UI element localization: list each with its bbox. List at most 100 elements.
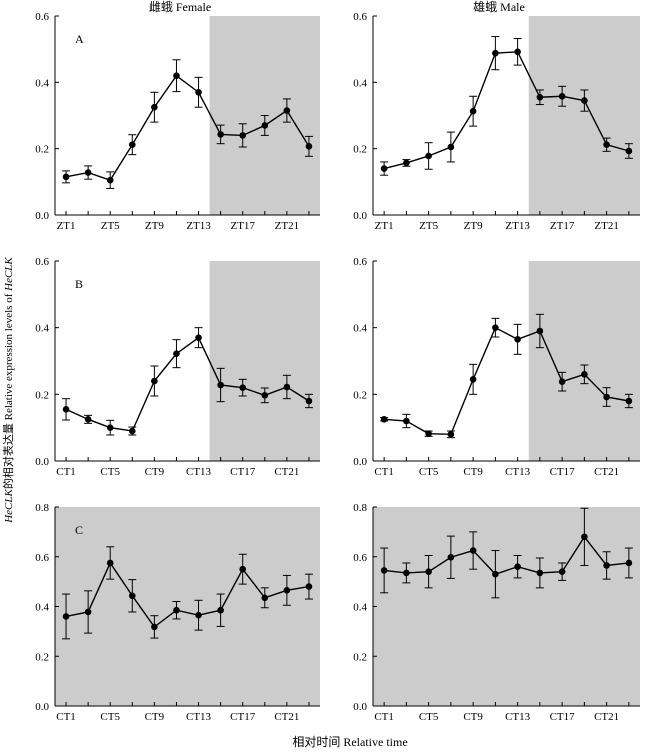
- y-tick-label: 0.8: [35, 502, 49, 514]
- x-tick-label: ZT13: [186, 220, 211, 232]
- y-tick-label: 0.2: [35, 144, 49, 156]
- data-point: [469, 547, 477, 554]
- y-tick-label: 0.2: [353, 651, 367, 663]
- data-point: [581, 533, 588, 541]
- y-tick-label: 0.4: [353, 77, 367, 89]
- data-point: [128, 427, 136, 435]
- data-point: [603, 141, 610, 148]
- chart-panel: 0.0 0.2 0.4 0.6 ZT1 ZT5 ZT9 ZT13 ZT17 ZT21: [353, 11, 640, 232]
- data-point: [425, 430, 432, 437]
- y-tick-label: 0.6: [353, 11, 367, 23]
- y-tick-label: 0.2: [353, 144, 367, 156]
- data-point: [62, 613, 70, 620]
- data-point: [558, 92, 566, 100]
- data-point: [469, 376, 477, 383]
- x-tick-label: CT13: [505, 711, 531, 723]
- data-point: [305, 143, 313, 150]
- data-point: [403, 159, 410, 167]
- data-point: [261, 392, 269, 399]
- data-point: [380, 165, 388, 172]
- data-point: [217, 381, 224, 389]
- y-tick-label: 0.4: [35, 77, 49, 89]
- y-axis-label: HeCLK的相对表达量 Relative expression levels o…: [1, 257, 15, 524]
- y-tick-label: 0.6: [35, 552, 49, 564]
- y-tick-label: 0.2: [35, 389, 49, 401]
- x-tick-label: CT21: [274, 711, 299, 723]
- x-tick-label: ZT1: [375, 220, 394, 232]
- data-point: [62, 406, 70, 413]
- chart-panel: 0.0 0.2 0.4 0.6 0.8 CT1 CT5 CT9 CT13 CT17 CT21 C: [35, 502, 320, 723]
- panels: 0.0 0.2 0.4 0.6 ZT1 ZT5 ZT9 ZT13 ZT17 ZT21 A 0.0 0.2…: [35, 11, 640, 723]
- data-point: [84, 416, 92, 423]
- x-tick-label: CT5: [100, 711, 120, 723]
- chart-panel: 0.0 0.2 0.4 0.6 CT1 CT5 CT9 CT13 CT17 CT21 B: [35, 256, 320, 478]
- x-tick-label: CT9: [145, 466, 165, 478]
- series-line: [384, 535, 629, 575]
- x-tick-label: CT17: [550, 466, 576, 478]
- y-tick-label: 0.0: [35, 210, 49, 222]
- data-point: [447, 553, 455, 561]
- data-point: [128, 592, 136, 600]
- data-point: [106, 424, 114, 431]
- data-point: [217, 606, 224, 614]
- data-point: [283, 107, 291, 114]
- data-point: [514, 48, 521, 56]
- series-line: [65, 336, 310, 432]
- data-point: [239, 132, 247, 139]
- data-point: [536, 569, 544, 577]
- data-point: [283, 383, 291, 391]
- data-point: [84, 608, 92, 616]
- data-point: [173, 350, 180, 357]
- y-tick-label: 0.4: [353, 602, 367, 614]
- y-tick-label: 0.4: [35, 323, 49, 335]
- data-point: [128, 141, 136, 148]
- x-tick-label: CT21: [594, 466, 619, 478]
- x-tick-label: CT13: [186, 466, 212, 478]
- y-axis-label-gene: HeCLK: [3, 488, 15, 523]
- panel-label: A: [75, 32, 84, 46]
- x-tick-label: CT13: [505, 466, 531, 478]
- data-point: [447, 143, 455, 151]
- x-tick-label: CT9: [463, 711, 483, 723]
- y-tick-label: 0.6: [353, 552, 367, 564]
- data-point: [305, 397, 313, 405]
- data-point: [603, 393, 610, 401]
- data-point: [403, 417, 410, 425]
- data-point: [380, 567, 388, 574]
- data-point: [380, 416, 388, 423]
- x-tick-label: CT17: [550, 711, 576, 723]
- x-tick-label: ZT17: [230, 220, 255, 232]
- data-point: [151, 377, 158, 385]
- dark-phase-shading: [373, 507, 640, 706]
- data-point: [173, 606, 180, 614]
- x-tick-label: CT21: [274, 466, 299, 478]
- data-point: [106, 176, 114, 184]
- data-point: [239, 565, 247, 573]
- x-tick-label: ZT21: [275, 220, 299, 232]
- data-point: [514, 336, 521, 343]
- data-point: [603, 562, 610, 569]
- y-tick-label: 0.0: [353, 210, 367, 222]
- x-tick-label: CT21: [594, 711, 619, 723]
- x-tick-label: CT1: [56, 466, 76, 478]
- data-point: [173, 72, 180, 79]
- series-line: [383, 51, 630, 170]
- data-point: [581, 97, 588, 104]
- y-tick-label: 0.6: [35, 256, 49, 268]
- data-point: [536, 93, 544, 101]
- data-point: [195, 611, 202, 619]
- data-point: [492, 324, 499, 331]
- y-tick-label: 0.4: [353, 323, 367, 335]
- data-point: [151, 103, 158, 111]
- data-point: [625, 397, 633, 405]
- y-tick-label: 0.6: [353, 256, 367, 268]
- x-tick-label: CT5: [100, 466, 120, 478]
- data-point: [447, 431, 455, 438]
- y-tick-label: 0.6: [35, 11, 49, 23]
- series-line: [65, 74, 310, 182]
- y-tick-label: 0.0: [35, 701, 49, 713]
- data-point: [106, 559, 114, 567]
- data-point: [62, 173, 70, 181]
- title-male: 雄蛾 Male: [473, 0, 525, 14]
- chart-panel: 0.0 0.2 0.4 0.6 CT1 CT5 CT9 CT13 CT17 CT21: [353, 256, 640, 478]
